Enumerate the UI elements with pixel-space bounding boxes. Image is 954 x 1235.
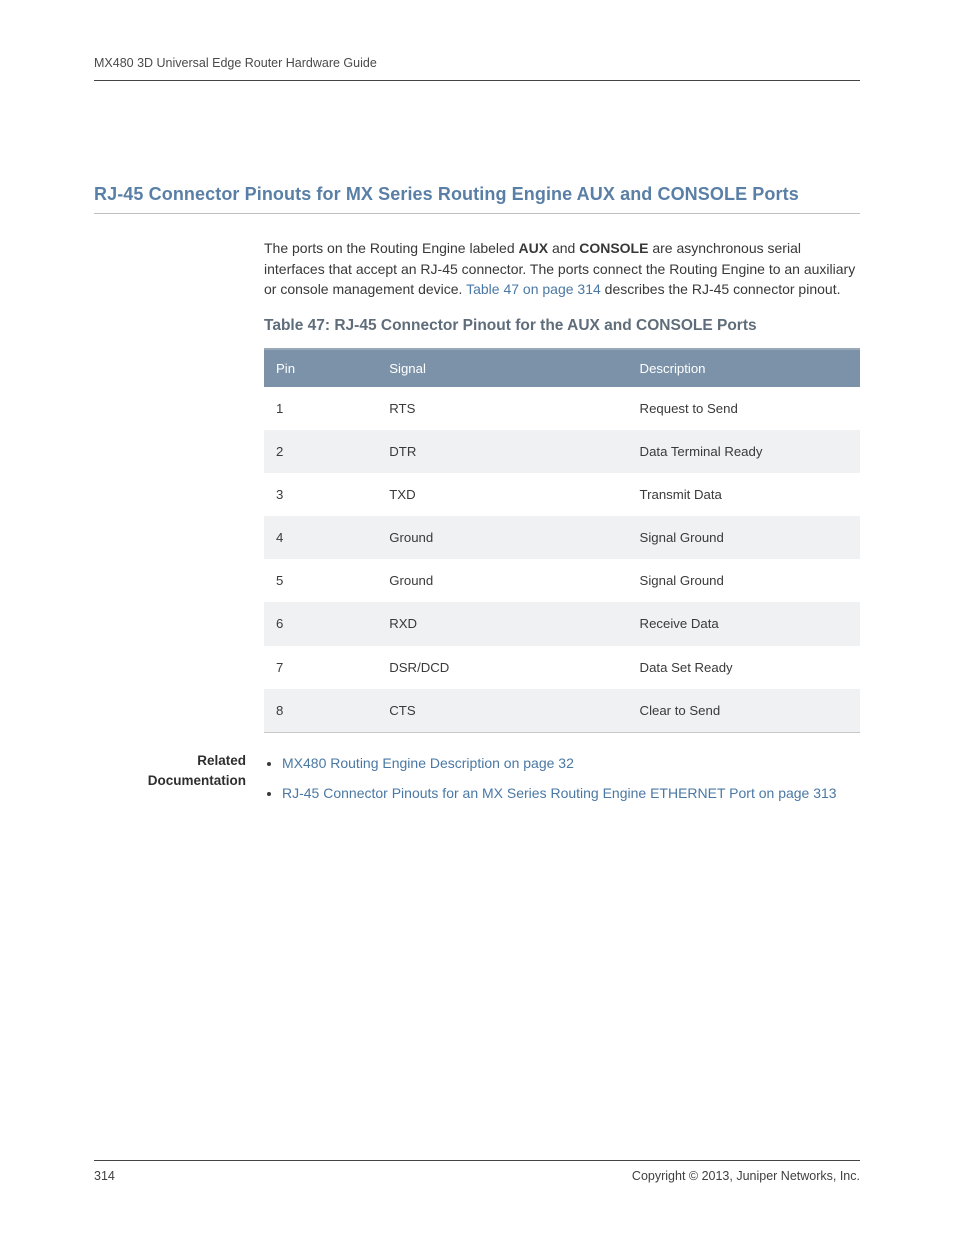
related-item: RJ-45 Connector Pinouts for an MX Series… <box>282 783 837 803</box>
table-row: 8CTSClear to Send <box>264 689 860 733</box>
footer-rule <box>94 1160 860 1161</box>
related-link[interactable]: MX480 Routing Engine Description on page… <box>282 755 574 771</box>
related-label: Related Documentation <box>94 751 264 814</box>
related-link[interactable]: RJ-45 Connector Pinouts for an MX Series… <box>282 785 837 801</box>
table-cell: TXD <box>377 473 627 516</box>
table-cell: 6 <box>264 602 377 645</box>
table-cell: Receive Data <box>628 602 860 645</box>
table-cell: 4 <box>264 516 377 559</box>
table-row: 2DTRData Terminal Ready <box>264 430 860 473</box>
table-cell: DSR/DCD <box>377 646 627 689</box>
copyright: Copyright © 2013, Juniper Networks, Inc. <box>632 1167 860 1185</box>
page-number: 314 <box>94 1167 115 1185</box>
table-row: 7DSR/DCDData Set Ready <box>264 646 860 689</box>
table-ref-link[interactable]: Table 47 on page 314 <box>466 281 601 297</box>
table-cell: Request to Send <box>628 387 860 430</box>
running-head: MX480 3D Universal Edge Router Hardware … <box>94 54 860 81</box>
para-text: describes the RJ-45 connector pinout. <box>601 281 841 297</box>
table-cell: DTR <box>377 430 627 473</box>
para-text: The ports on the Routing Engine labeled <box>264 240 519 256</box>
table-row: 6RXDReceive Data <box>264 602 860 645</box>
col-header-signal: Signal <box>377 349 627 387</box>
related-list: MX480 Routing Engine Description on page… <box>264 751 837 814</box>
table-row: 1RTSRequest to Send <box>264 387 860 430</box>
table-cell: 8 <box>264 689 377 733</box>
page: MX480 3D Universal Edge Router Hardware … <box>0 0 954 1235</box>
related-label-line2: Documentation <box>148 773 246 788</box>
table-cell: Signal Ground <box>628 516 860 559</box>
table-cell: Ground <box>377 559 627 602</box>
body-area: RJ-45 Connector Pinouts for MX Series Ro… <box>94 81 860 813</box>
table-cell: Transmit Data <box>628 473 860 516</box>
intro-paragraph: The ports on the Routing Engine labeled … <box>264 238 860 299</box>
table-cell: RXD <box>377 602 627 645</box>
table-cell: 5 <box>264 559 377 602</box>
page-footer: 314 Copyright © 2013, Juniper Networks, … <box>94 1160 860 1185</box>
para-text: and <box>548 240 579 256</box>
title-rule <box>94 213 860 214</box>
table-cell: 3 <box>264 473 377 516</box>
col-header-pin: Pin <box>264 349 377 387</box>
table-cell: Signal Ground <box>628 559 860 602</box>
table-cell: 1 <box>264 387 377 430</box>
table-header-row: Pin Signal Description <box>264 349 860 387</box>
pinout-table: Pin Signal Description 1RTSRequest to Se… <box>264 348 860 733</box>
related-documentation: Related Documentation MX480 Routing Engi… <box>94 751 860 814</box>
col-header-description: Description <box>628 349 860 387</box>
content-column: The ports on the Routing Engine labeled … <box>264 238 860 733</box>
section-title: RJ-45 Connector Pinouts for MX Series Ro… <box>94 181 860 207</box>
related-item: MX480 Routing Engine Description on page… <box>282 753 837 773</box>
table-title: Table 47: RJ-45 Connector Pinout for the… <box>264 315 860 337</box>
table-cell: Ground <box>377 516 627 559</box>
table-cell: Data Terminal Ready <box>628 430 860 473</box>
table-body: 1RTSRequest to Send2DTRData Terminal Rea… <box>264 387 860 733</box>
table-row: 4GroundSignal Ground <box>264 516 860 559</box>
table-cell: 7 <box>264 646 377 689</box>
related-label-line1: Related <box>197 753 246 768</box>
bold-console: CONSOLE <box>579 240 648 256</box>
table-cell: 2 <box>264 430 377 473</box>
table-row: 5GroundSignal Ground <box>264 559 860 602</box>
table-cell: RTS <box>377 387 627 430</box>
table-cell: Clear to Send <box>628 689 860 733</box>
table-cell: Data Set Ready <box>628 646 860 689</box>
bold-aux: AUX <box>519 240 549 256</box>
table-cell: CTS <box>377 689 627 733</box>
table-row: 3TXDTransmit Data <box>264 473 860 516</box>
